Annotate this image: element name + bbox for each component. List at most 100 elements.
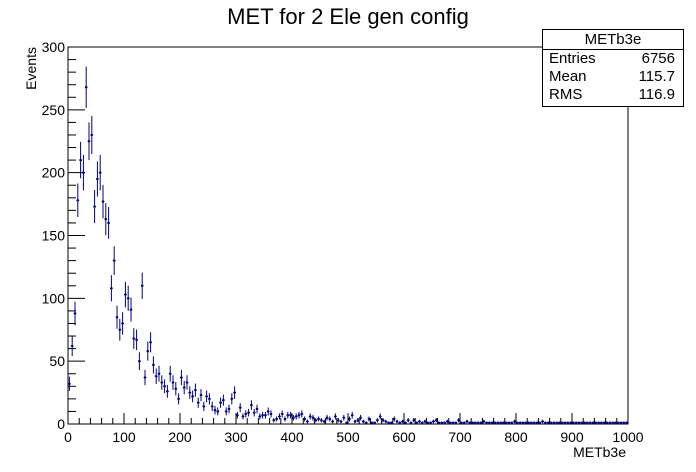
- stats-entries-label: Entries: [549, 50, 596, 67]
- data-point: [538, 421, 542, 424]
- data-point: [247, 408, 250, 417]
- stats-rms-label: RMS: [549, 86, 583, 103]
- data-point: [208, 393, 211, 405]
- data-point: [373, 421, 376, 424]
- data-point: [258, 413, 262, 420]
- data-point: [418, 419, 421, 424]
- data-point: [532, 421, 536, 424]
- data-point: [434, 418, 438, 423]
- data-point: [457, 418, 460, 423]
- data-point: [216, 407, 220, 416]
- data-point: [611, 421, 614, 424]
- data-point: [191, 390, 194, 403]
- data-point: [272, 418, 276, 423]
- data-point: [348, 416, 351, 422]
- data-point: [339, 419, 343, 424]
- data-point: [504, 421, 508, 424]
- data-point: [502, 421, 505, 424]
- data-point: [527, 421, 530, 424]
- data-point: [244, 410, 248, 418]
- data-point: [588, 421, 592, 424]
- data-point: [149, 332, 152, 353]
- data-point: [87, 122, 91, 161]
- data-point: [160, 375, 164, 390]
- data-point: [314, 418, 318, 423]
- data-point: [521, 421, 525, 424]
- data-point: [112, 246, 116, 275]
- data-point: [474, 421, 477, 424]
- y-tick-label: 150: [42, 228, 66, 244]
- x-tick-label: 600: [392, 429, 416, 445]
- data-point: [250, 400, 253, 411]
- data-point: [90, 115, 94, 155]
- data-point: [275, 416, 278, 422]
- data-point: [345, 421, 348, 424]
- data-point: [622, 421, 626, 424]
- data-point: [409, 421, 413, 424]
- data-point: [222, 394, 225, 406]
- data-point: [544, 421, 547, 424]
- data-point: [241, 413, 245, 420]
- data-point: [378, 413, 382, 420]
- data-point: [199, 389, 203, 402]
- data-point: [266, 407, 270, 416]
- y-tick-label: 300: [42, 39, 66, 55]
- data-point: [68, 376, 71, 391]
- y-axis: 0 50 100 150 200 250 300: [42, 39, 85, 432]
- data-point: [224, 407, 228, 416]
- data-point: [454, 421, 458, 424]
- data-point: [303, 416, 306, 422]
- data-point: [261, 411, 264, 419]
- data-point: [493, 421, 497, 424]
- data-point: [121, 312, 124, 335]
- data-point: [398, 421, 402, 424]
- data-point: [490, 421, 494, 424]
- data-point: [219, 397, 222, 408]
- data-point: [278, 413, 281, 420]
- data-point: [392, 416, 396, 422]
- data-point: [174, 382, 178, 396]
- data-point: [482, 419, 486, 424]
- data-point: [289, 411, 292, 419]
- data-point: [476, 421, 480, 424]
- data-point: [563, 421, 567, 424]
- data-point: [569, 421, 572, 424]
- data-point: [104, 203, 108, 236]
- data-point: [283, 416, 287, 422]
- data-point: [597, 421, 600, 424]
- data-point: [499, 421, 502, 424]
- data-point: [359, 414, 362, 421]
- data-point: [107, 207, 110, 239]
- data-point: [180, 369, 183, 386]
- stats-entries-row: Entries 6756: [543, 50, 683, 68]
- data-point: [381, 418, 385, 423]
- data-point: [406, 418, 410, 423]
- y-tick-label: 0: [57, 416, 65, 432]
- data-point: [367, 416, 371, 422]
- data-point: [236, 411, 239, 419]
- data-point: [320, 418, 323, 423]
- data-point: [194, 383, 197, 397]
- y-tick-label: 50: [49, 353, 65, 369]
- data-point: [252, 408, 256, 417]
- data-point: [79, 141, 82, 179]
- data-point: [118, 318, 122, 341]
- data-point: [286, 411, 290, 419]
- data-point: [84, 66, 88, 108]
- data-point: [230, 393, 234, 405]
- data-point: [126, 285, 130, 311]
- data-point: [513, 419, 516, 424]
- data-point: [182, 380, 186, 395]
- data-point: [140, 272, 144, 299]
- data-point: [264, 411, 267, 419]
- stats-box-name: METb3e: [543, 30, 683, 50]
- data-point: [549, 421, 553, 424]
- data-point: [73, 301, 77, 326]
- data-point: [423, 419, 427, 424]
- data-point: [415, 421, 418, 424]
- data-point: [356, 418, 360, 423]
- data-point: [479, 421, 483, 424]
- data-point: [420, 421, 424, 424]
- data-point: [146, 341, 150, 361]
